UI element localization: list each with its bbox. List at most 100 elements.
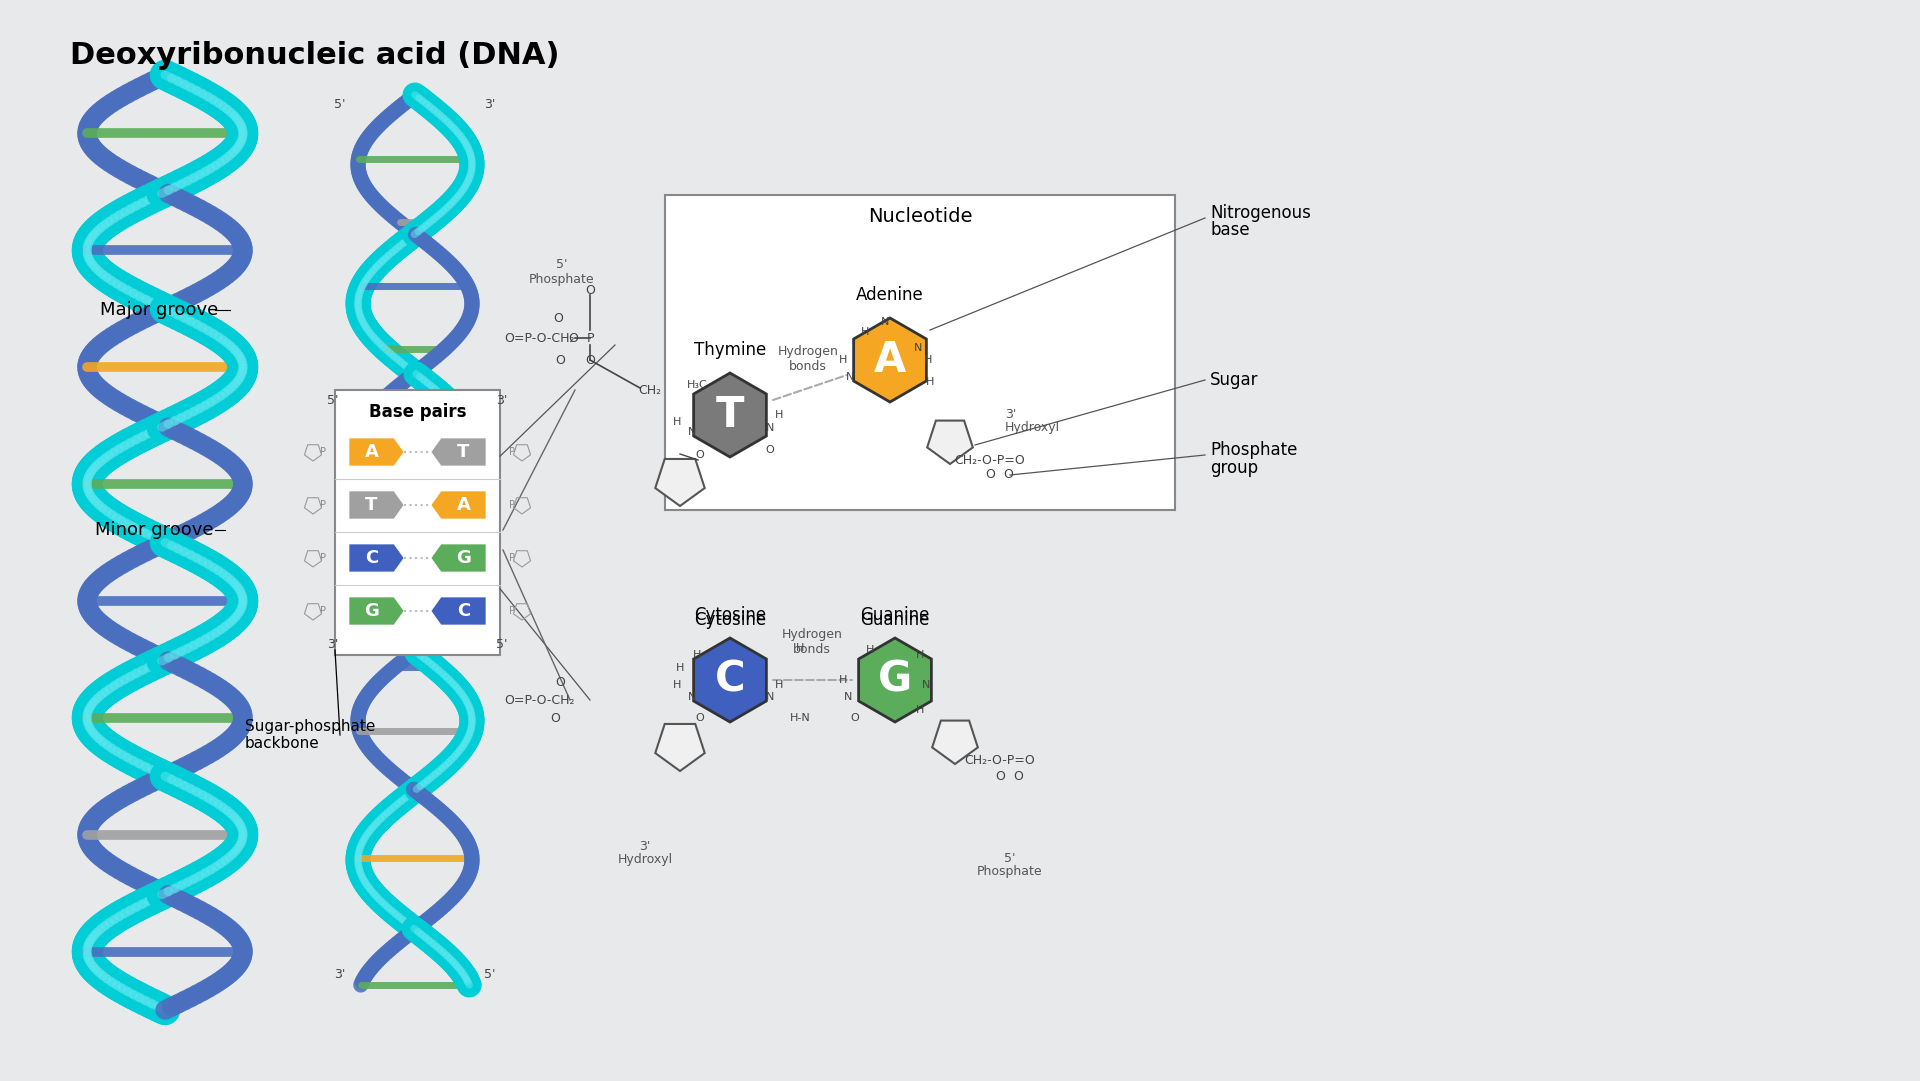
Text: Guanine: Guanine <box>860 611 929 629</box>
PathPatch shape <box>430 544 486 572</box>
Polygon shape <box>655 724 705 771</box>
Text: P: P <box>321 553 326 563</box>
Text: N: N <box>766 423 774 433</box>
Text: C: C <box>365 549 378 568</box>
Text: Thymine: Thymine <box>693 341 766 359</box>
Text: base: base <box>1210 221 1250 239</box>
Text: 5': 5' <box>557 258 568 271</box>
Text: O: O <box>549 711 561 724</box>
Text: H: H <box>776 680 783 690</box>
Text: Nucleotide: Nucleotide <box>868 208 972 227</box>
PathPatch shape <box>349 597 403 625</box>
Text: Sugar-phosphate
backbone: Sugar-phosphate backbone <box>246 719 376 751</box>
Polygon shape <box>858 638 931 722</box>
Text: H: H <box>672 417 682 427</box>
Text: N: N <box>914 343 922 353</box>
Text: N: N <box>687 692 697 702</box>
Text: CH₂: CH₂ <box>639 384 662 397</box>
Text: 3': 3' <box>639 841 651 854</box>
Text: H: H <box>860 326 870 337</box>
Text: O: O <box>851 713 860 723</box>
Text: 3': 3' <box>1004 409 1016 422</box>
PathPatch shape <box>430 438 486 466</box>
PathPatch shape <box>349 438 403 466</box>
Text: C: C <box>714 659 745 700</box>
Text: H: H <box>776 410 783 421</box>
Text: H: H <box>795 643 804 653</box>
Text: Hydroxyl: Hydroxyl <box>618 854 672 867</box>
Text: Cytosine: Cytosine <box>693 611 766 629</box>
Text: O: O <box>586 353 595 366</box>
Text: Phosphate: Phosphate <box>530 273 595 286</box>
Text: N: N <box>766 692 774 702</box>
Text: Minor groove: Minor groove <box>94 521 213 539</box>
Text: O: O <box>695 450 705 461</box>
Text: Hydroxyl: Hydroxyl <box>1004 421 1060 433</box>
Polygon shape <box>655 459 705 506</box>
Text: H: H <box>916 705 924 715</box>
Text: N: N <box>843 692 852 702</box>
Text: Nitrogenous: Nitrogenous <box>1210 204 1311 222</box>
Text: 5': 5' <box>334 98 346 111</box>
Text: N: N <box>847 372 854 382</box>
Text: Guanine: Guanine <box>860 606 929 624</box>
Text: P: P <box>509 501 515 510</box>
Text: O=P-O-CH₂: O=P-O-CH₂ <box>505 694 574 707</box>
Text: 5': 5' <box>495 638 507 651</box>
Text: N: N <box>881 317 889 326</box>
Text: H₃C: H₃C <box>687 381 707 390</box>
Text: O: O <box>1002 468 1014 481</box>
Text: Phosphate: Phosphate <box>977 865 1043 878</box>
Text: P: P <box>509 606 515 616</box>
Text: Base pairs: Base pairs <box>369 403 467 421</box>
Text: O: O <box>555 676 564 689</box>
Text: CH₂-O-P=O: CH₂-O-P=O <box>954 454 1025 467</box>
PathPatch shape <box>349 544 403 572</box>
Text: H: H <box>916 650 924 660</box>
Text: A: A <box>365 443 378 461</box>
Text: group: group <box>1210 459 1258 477</box>
Text: 3': 3' <box>495 393 507 408</box>
Text: T: T <box>457 443 470 461</box>
PathPatch shape <box>430 491 486 519</box>
Text: H: H <box>676 663 684 673</box>
Text: 3': 3' <box>326 638 338 651</box>
Text: Hydrogen
bonds: Hydrogen bonds <box>781 628 843 656</box>
Text: 5': 5' <box>1004 852 1016 865</box>
FancyBboxPatch shape <box>334 390 499 655</box>
Text: N: N <box>922 680 929 690</box>
Text: O: O <box>553 311 563 324</box>
Text: G: G <box>365 602 378 620</box>
Polygon shape <box>693 373 766 457</box>
Text: T: T <box>365 496 378 513</box>
PathPatch shape <box>430 597 486 625</box>
Text: N: N <box>687 427 697 437</box>
Text: H: H <box>839 355 847 365</box>
Text: P: P <box>586 332 593 345</box>
Text: O: O <box>555 353 564 366</box>
PathPatch shape <box>349 491 403 519</box>
Polygon shape <box>927 421 973 464</box>
Text: H: H <box>924 355 933 365</box>
Text: O: O <box>568 332 578 345</box>
Text: Deoxyribonucleic acid (DNA): Deoxyribonucleic acid (DNA) <box>69 40 559 69</box>
FancyBboxPatch shape <box>664 195 1175 510</box>
Text: H: H <box>672 680 682 690</box>
Text: Sugar: Sugar <box>1210 371 1258 389</box>
Text: P: P <box>321 448 326 457</box>
Text: P: P <box>509 448 515 457</box>
Text: 5': 5' <box>326 393 338 408</box>
Text: H: H <box>693 650 701 660</box>
Text: 3': 3' <box>484 98 495 111</box>
Text: Major groove: Major groove <box>100 301 219 319</box>
Text: O: O <box>695 713 705 723</box>
Polygon shape <box>933 721 977 764</box>
Text: G: G <box>457 549 470 568</box>
Text: Hydrogen
bonds: Hydrogen bonds <box>778 345 839 373</box>
Text: H: H <box>866 645 874 655</box>
Text: P: P <box>509 553 515 563</box>
Polygon shape <box>693 638 766 722</box>
Text: H-N: H-N <box>789 713 810 723</box>
Text: 3': 3' <box>334 969 346 982</box>
Text: O: O <box>995 770 1004 783</box>
